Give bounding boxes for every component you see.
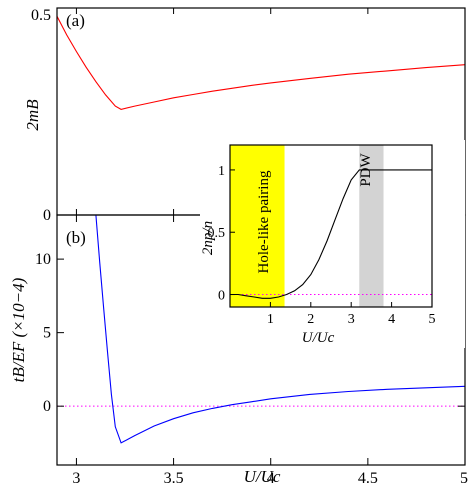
panel-b-ylabel: tB/EF (×10−4) — [9, 277, 28, 382]
panel-b-xtick-label-1: 3.5 — [164, 470, 184, 487]
inset-region-label-hole: Hole-like pairing — [256, 170, 272, 273]
panel-a-ylabel: 2mB — [23, 99, 42, 131]
inset-xtick-label-3: 4 — [388, 312, 395, 327]
inset-region-0 — [230, 145, 285, 307]
panel-b-xtick-label-0: 3 — [72, 470, 80, 487]
panel-a-series-line-0 — [57, 16, 465, 110]
inset-regions — [230, 145, 384, 307]
inset-ylabel: 2np/n — [200, 221, 216, 255]
panel-a-ytick-label-0: 0 — [43, 207, 51, 224]
panel-a-series — [57, 16, 465, 110]
panel-a-tag: (a) — [66, 11, 85, 30]
inset-xtick-label-1: 2 — [307, 312, 314, 327]
panel-b-series-line-0 — [95, 215, 465, 444]
inset-frame — [229, 144, 433, 308]
panel-a-ytick-label-1: 0.5 — [31, 7, 51, 24]
panel-b-xtick-label-3: 4.5 — [358, 470, 378, 487]
inset-ytick-label-1: 0.5 — [208, 226, 226, 241]
inset-series — [230, 169, 432, 299]
inset-region-label-pdw: PDW — [358, 152, 374, 186]
panel-b-xlabel: U/Uc — [244, 467, 281, 486]
panel-b-tag: (b) — [66, 228, 86, 247]
panel-b-ytick-label-1: 5 — [43, 325, 51, 342]
panel-b-series — [57, 215, 465, 444]
inset-ytick-label-0: 0 — [218, 289, 225, 304]
inset: 1 2 3 4 5 0 0.5 1 Hole-like pairing PDW 2np/n U… — [200, 140, 465, 348]
panel-b-xtick-label-2: 4 — [267, 470, 275, 487]
inset-xtick-label-4: 5 — [429, 312, 436, 327]
panel-b-xtick-label-4: 5 — [460, 470, 468, 487]
inset-series-line-0 — [230, 169, 432, 299]
inset-xtick-label-0: 1 — [267, 312, 274, 327]
inset-xtick-label-2: 3 — [348, 312, 355, 327]
inset-region-1 — [359, 145, 384, 307]
inset-xlabel: U/Uc — [302, 330, 335, 346]
inset-ytick-label-2: 1 — [218, 164, 225, 179]
panel-b-ytick-label-0: 0 — [43, 398, 51, 415]
inset-axes: 1 2 3 4 5 0 0.5 1 — [208, 144, 436, 327]
panel-b-ytick-label-2: 10 — [35, 251, 51, 268]
